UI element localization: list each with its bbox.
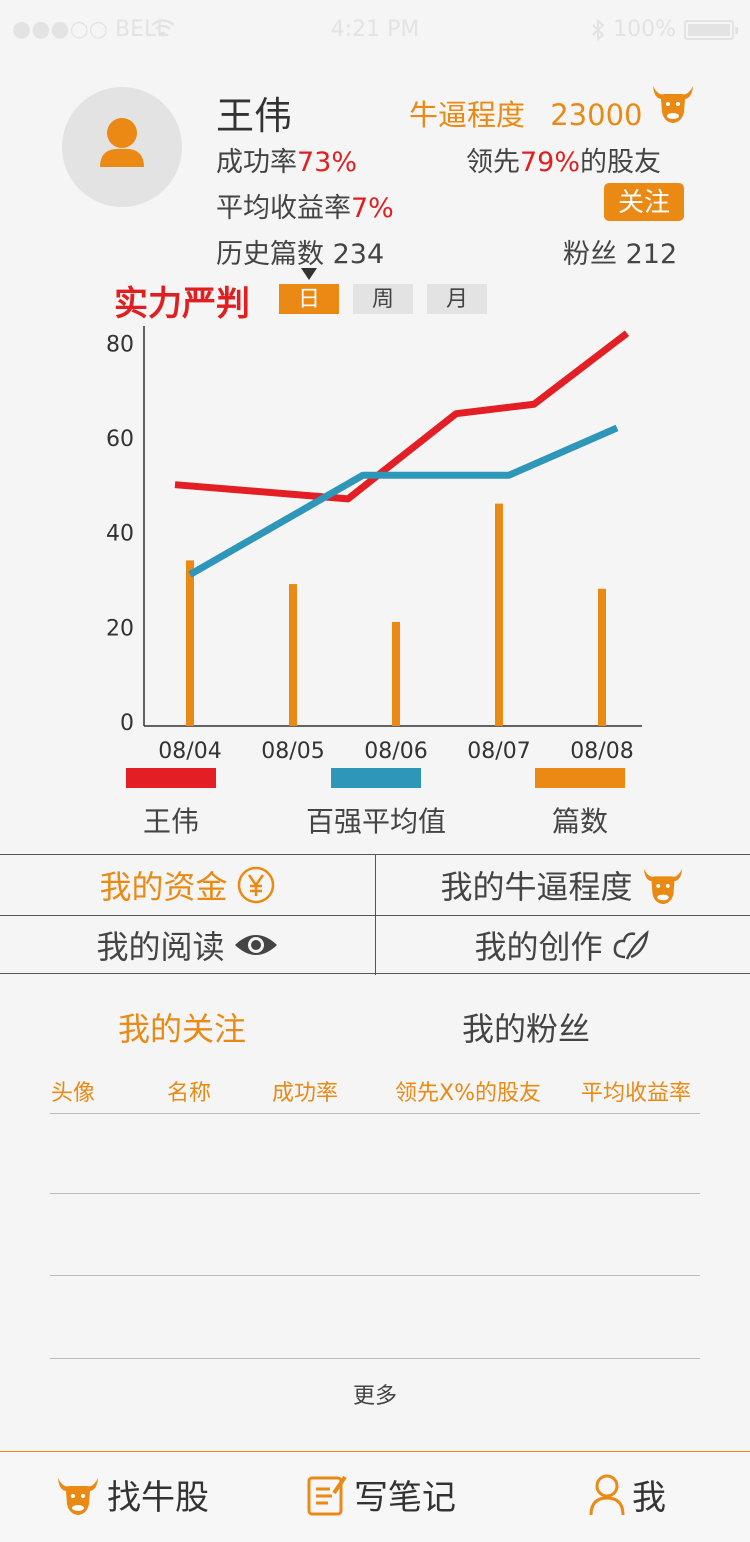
bull-icon: [653, 86, 693, 123]
lead-percent: 领先79%的股友: [466, 140, 661, 179]
yen-icon: [237, 866, 274, 904]
battery-icon: [684, 19, 738, 40]
status-time: 4:21 PM: [330, 17, 420, 42]
nav-find-stocks[interactable]: 找牛股: [55, 1470, 209, 1519]
bar-count: [598, 588, 606, 726]
active-range-caret-icon: [301, 268, 317, 280]
more-link[interactable]: 更多: [352, 1384, 397, 1409]
column-header-name: 名称: [167, 1081, 212, 1106]
success-label: 成功率: [216, 147, 297, 178]
column-header-lead: 领先X%的股友: [395, 1081, 541, 1106]
range-month-button[interactable]: 月: [427, 284, 487, 314]
battery-percent: 100%: [613, 17, 676, 42]
menu-divider: [375, 855, 376, 975]
nav-write-notes[interactable]: 写笔记: [306, 1470, 456, 1519]
lead-suffix: 的股友: [580, 147, 662, 178]
menu-my-reading[interactable]: 我的阅读: [0, 915, 375, 975]
menu-my-niubi-label: 我的牛逼程度: [440, 868, 633, 906]
bull-icon: [58, 1477, 98, 1515]
success-value: 73%: [297, 147, 358, 178]
legend-swatch-wangwei: [126, 768, 216, 788]
user-icon: [100, 118, 144, 167]
nav-write-notes-label: 写笔记: [354, 1478, 456, 1518]
column-header-avatar: 头像: [51, 1081, 96, 1106]
performance-chart: 0 20 40 60 80 08/04 08/05 08/06 08/07 08/08: [106, 326, 642, 764]
menu-my-niubi[interactable]: 我的牛逼程度: [375, 855, 750, 915]
x-tick-label: 08/08: [570, 739, 633, 764]
bar-count: [186, 560, 194, 726]
x-tick-label: 08/06: [364, 739, 427, 764]
x-tick-label: 08/04: [158, 739, 221, 764]
niubi-value: 23000: [550, 98, 643, 132]
bull-icon: [643, 868, 682, 905]
legend-swatch-top100: [331, 768, 421, 788]
menu-my-funds-label: 我的资金: [99, 868, 228, 906]
battery-status: 100%: [591, 17, 738, 42]
table-divider: [50, 1113, 700, 1114]
fans-label: 粉丝: [563, 239, 617, 270]
history-count: 历史篇数 234: [216, 232, 384, 271]
table-row[interactable]: [50, 1275, 700, 1276]
avg-return-label: 平均收益率: [216, 193, 351, 224]
cloud-feather-icon: [613, 929, 649, 960]
table-row[interactable]: [50, 1358, 700, 1359]
table-row[interactable]: [50, 1193, 700, 1194]
avg-return-value: 7%: [351, 193, 394, 224]
fans-value: 212: [625, 239, 678, 270]
chart-title: 实力严判: [114, 284, 250, 324]
niubi-level: 牛逼程度 23000: [409, 92, 643, 134]
note-edit-icon: [307, 1475, 347, 1515]
carrier-signal: ●●●○○ BELL: [12, 17, 169, 42]
legend-swatch-count: [535, 768, 625, 788]
status-bar: ●●●○○ BELL 4:21 PM 100%: [0, 0, 750, 58]
bar-count: [289, 584, 297, 726]
y-tick-label: 40: [106, 522, 134, 547]
avatar[interactable]: [62, 87, 182, 207]
tab-fans[interactable]: 我的粉丝: [462, 1010, 591, 1048]
bar-count: [392, 621, 400, 726]
user-icon: [589, 1474, 625, 1515]
series-line-top100: [188, 424, 619, 578]
menu-my-creation[interactable]: 我的创作: [375, 915, 750, 975]
y-tick-label: 0: [120, 711, 134, 736]
nav-me-label: 我: [632, 1478, 666, 1518]
column-header-success-rate: 成功率: [272, 1081, 339, 1106]
follow-button[interactable]: 关注: [604, 183, 684, 221]
eye-icon: [234, 935, 277, 955]
avg-return: 平均收益率7%: [216, 186, 394, 225]
history-value: 234: [332, 239, 385, 270]
y-tick-label: 60: [106, 427, 134, 452]
niubi-label: 牛逼程度: [409, 98, 526, 132]
tab-following[interactable]: 我的关注: [118, 1010, 247, 1048]
menu-my-reading-label: 我的阅读: [96, 928, 225, 966]
range-week-button[interactable]: 周: [353, 284, 413, 314]
lead-prefix: 领先: [466, 147, 520, 178]
series-line-wangwei: [174, 330, 630, 503]
y-tick-label: 20: [106, 616, 134, 641]
wifi-icon: [151, 19, 175, 37]
nav-find-stocks-label: 找牛股: [107, 1478, 209, 1518]
legend-label-wangwei: 王伟: [142, 805, 199, 838]
menu-grid: 我的资金 我的牛逼程度 我的阅读 我的创作: [0, 854, 750, 975]
x-tick-label: 08/05: [261, 739, 324, 764]
nav-me[interactable]: 我: [588, 1470, 666, 1519]
column-header-avg-return: 平均收益率: [581, 1081, 692, 1106]
y-tick-label: 80: [106, 332, 134, 357]
history-label: 历史篇数: [216, 239, 324, 270]
lead-value: 79%: [520, 147, 581, 178]
success-rate: 成功率73%: [216, 140, 357, 179]
fans-count: 粉丝 212: [563, 232, 677, 271]
bluetooth-icon: [592, 18, 605, 41]
menu-my-funds[interactable]: 我的资金: [0, 855, 375, 915]
legend-label-count: 篇数: [551, 805, 608, 838]
bottom-nav: 找牛股 写笔记 我: [0, 1451, 750, 1542]
legend-label-top100: 百强平均值: [305, 805, 446, 838]
x-tick-label: 08/07: [467, 739, 530, 764]
range-day-button[interactable]: 日: [279, 284, 339, 314]
user-name: 王伟: [216, 94, 293, 138]
menu-my-creation-label: 我的创作: [474, 928, 603, 966]
bar-count: [495, 503, 503, 726]
